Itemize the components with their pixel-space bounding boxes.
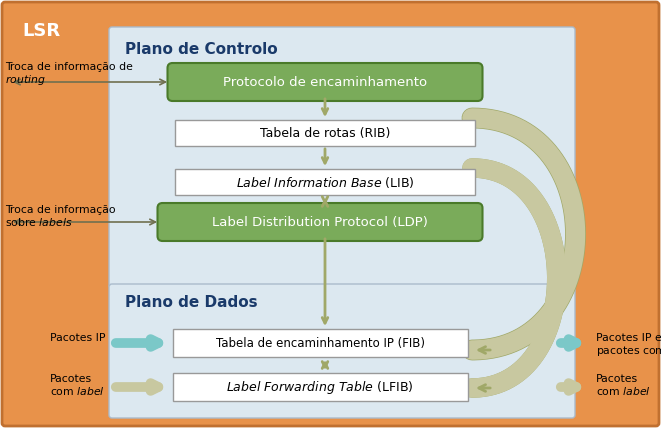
- FancyBboxPatch shape: [175, 120, 475, 146]
- FancyBboxPatch shape: [173, 329, 467, 357]
- Text: Pacotes IP e: Pacotes IP e: [596, 333, 661, 343]
- Text: Tabela de encaminhamento IP (FIB): Tabela de encaminhamento IP (FIB): [215, 336, 424, 350]
- Text: pacotes com $\it{label}$: pacotes com $\it{label}$: [596, 344, 661, 358]
- Text: Plano de Dados: Plano de Dados: [125, 295, 258, 310]
- Text: $\it{Label\ Information\ Base}$ (LIB): $\it{Label\ Information\ Base}$ (LIB): [235, 175, 414, 190]
- Text: Pacotes IP: Pacotes IP: [50, 333, 106, 343]
- Text: com $\it{label}$: com $\it{label}$: [50, 385, 105, 397]
- Text: Plano de Controlo: Plano de Controlo: [125, 42, 278, 57]
- Text: Protocolo de encaminhamento: Protocolo de encaminhamento: [223, 75, 427, 89]
- Text: Label Distribution Protocol (LDP): Label Distribution Protocol (LDP): [212, 216, 428, 229]
- FancyBboxPatch shape: [109, 27, 575, 288]
- FancyBboxPatch shape: [173, 373, 467, 401]
- FancyBboxPatch shape: [157, 203, 483, 241]
- FancyBboxPatch shape: [167, 63, 483, 101]
- Text: Troca de informação: Troca de informação: [5, 205, 116, 215]
- Text: Pacotes: Pacotes: [50, 374, 92, 384]
- Text: Tabela de rotas (RIB): Tabela de rotas (RIB): [260, 127, 390, 140]
- Text: LSR: LSR: [22, 22, 60, 40]
- Text: $\it{routing}$: $\it{routing}$: [5, 73, 46, 87]
- FancyBboxPatch shape: [175, 169, 475, 195]
- Text: Pacotes: Pacotes: [596, 374, 638, 384]
- Text: Troca de informação de: Troca de informação de: [5, 62, 133, 72]
- FancyBboxPatch shape: [109, 284, 575, 418]
- Text: $\it{Label\ Forwarding\ Table}$ (LFIB): $\it{Label\ Forwarding\ Table}$ (LFIB): [226, 378, 414, 395]
- Text: com $\it{label}$: com $\it{label}$: [596, 385, 651, 397]
- Text: sobre $\it{labels}$: sobre $\it{labels}$: [5, 216, 73, 228]
